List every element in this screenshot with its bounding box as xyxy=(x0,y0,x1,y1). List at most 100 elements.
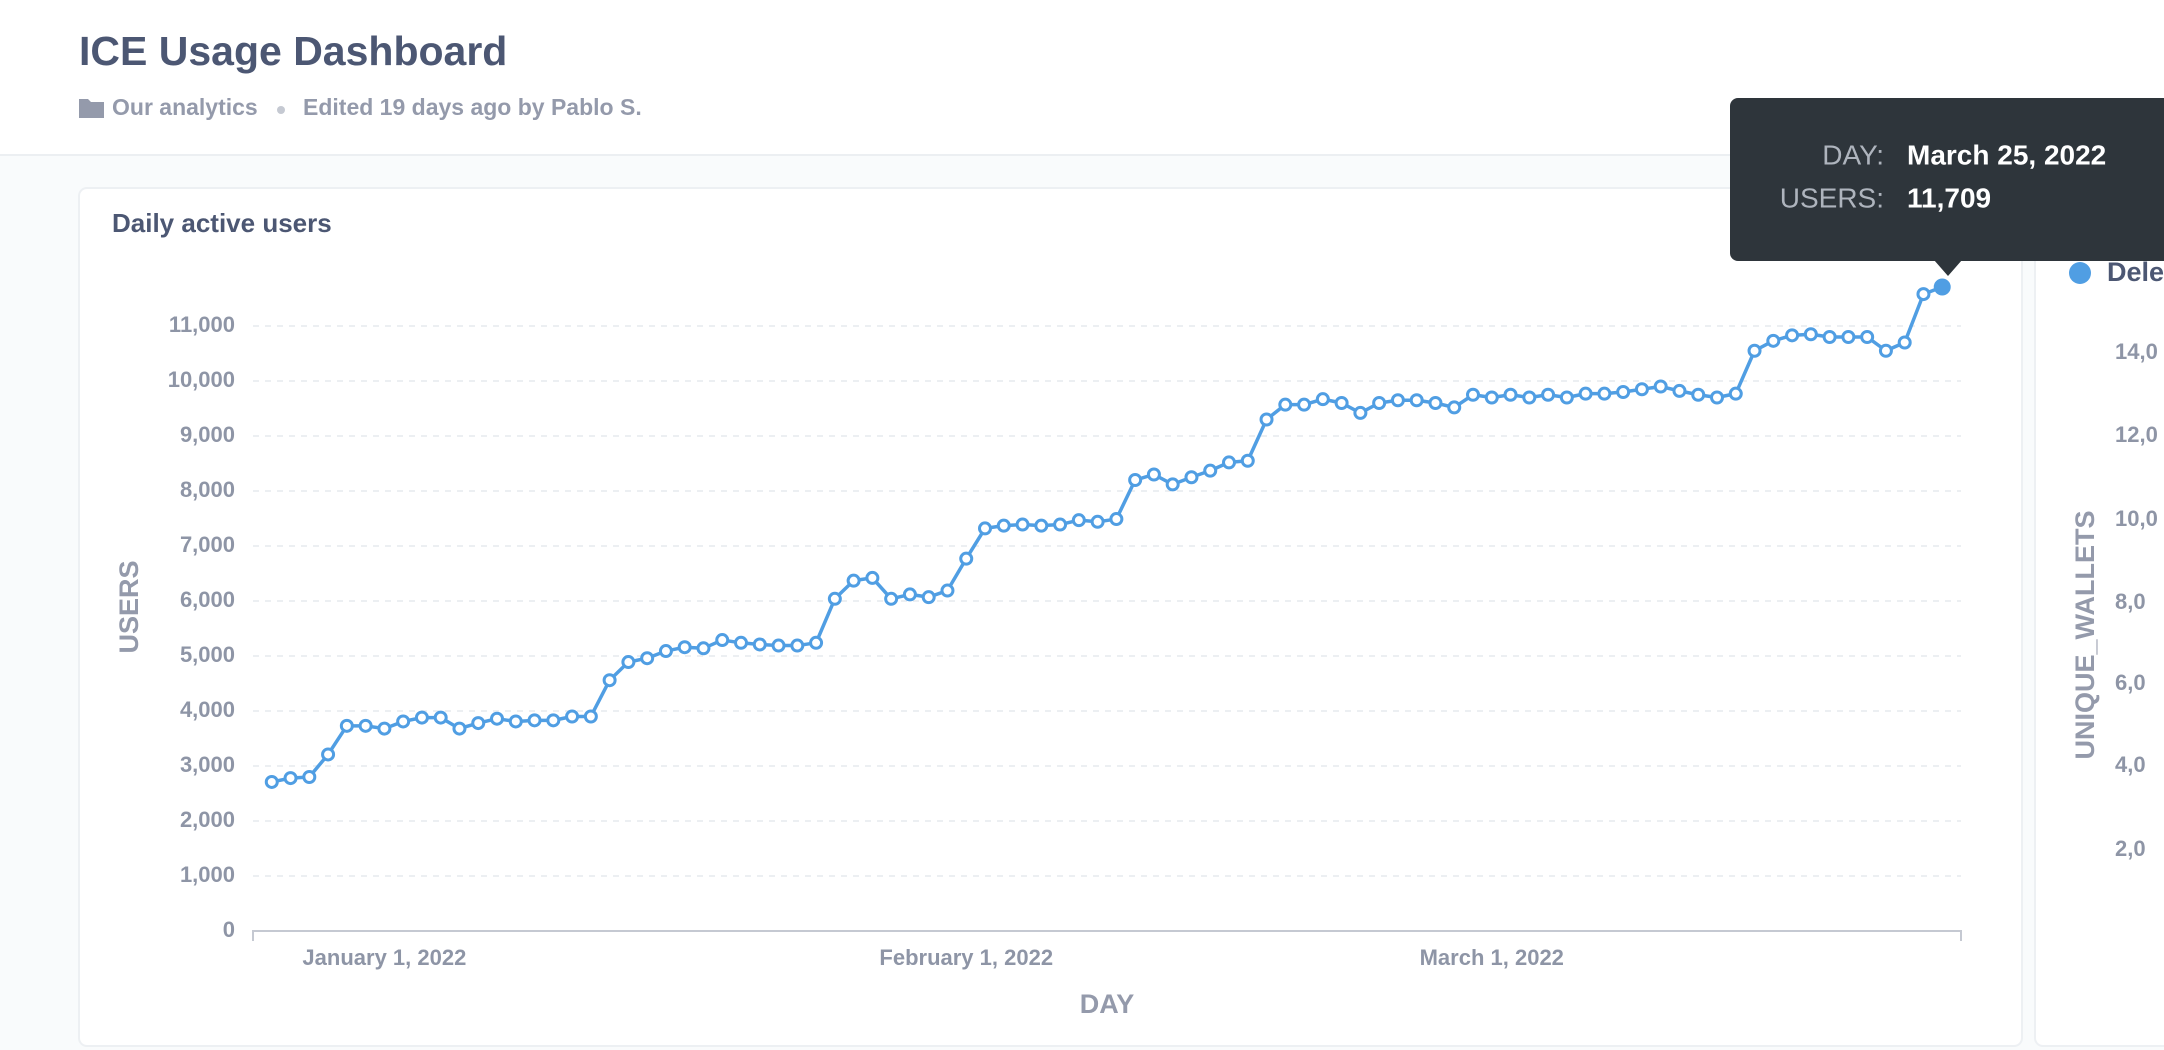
data-point xyxy=(1146,467,1161,482)
data-point xyxy=(809,635,824,650)
data-point xyxy=(546,713,561,728)
y-tick-label: 4,000 xyxy=(180,697,235,722)
y-tick-label: 6,000 xyxy=(180,587,235,612)
data-point xyxy=(1484,390,1499,405)
data-point xyxy=(264,774,279,789)
folder-icon xyxy=(79,99,104,118)
data-point xyxy=(1071,513,1086,528)
dashboard-title: ICE Usage Dashboard xyxy=(79,28,507,74)
x-axis-label: DAY xyxy=(1080,989,1135,1019)
data-point xyxy=(1409,393,1424,408)
data-point xyxy=(1766,333,1781,348)
side-tick-label: 6,0 xyxy=(2115,670,2146,695)
y-tick-label: 9,000 xyxy=(180,422,235,447)
data-point xyxy=(1222,455,1236,470)
y-tick-label: 10,000 xyxy=(168,367,235,392)
tooltip-key: USERS: xyxy=(1780,182,1884,213)
data-point xyxy=(1184,470,1199,485)
data-point xyxy=(433,710,448,725)
data-point xyxy=(1691,387,1706,402)
data-point xyxy=(1466,387,1480,402)
data-point xyxy=(1897,335,1912,350)
data-point xyxy=(339,718,354,733)
data-point xyxy=(921,590,936,605)
data-point xyxy=(1372,396,1387,410)
side-tick-label: 8,0 xyxy=(2115,589,2146,614)
data-point xyxy=(978,521,992,536)
data-point xyxy=(902,587,917,602)
y-tick-label: 11,000 xyxy=(169,312,235,337)
data-point xyxy=(696,641,711,656)
data-point xyxy=(1090,514,1105,529)
data-point xyxy=(1747,343,1762,358)
data-point xyxy=(302,770,317,784)
data-point xyxy=(1128,473,1143,487)
tooltip-value: March 25, 2022 xyxy=(1907,139,2106,170)
data-point xyxy=(640,651,655,666)
data-point xyxy=(771,638,786,653)
data-point xyxy=(1428,396,1443,410)
data-point xyxy=(827,591,842,606)
data-point xyxy=(1334,396,1349,410)
x-axis xyxy=(252,930,1962,941)
y-tick-label: 0 xyxy=(223,917,235,942)
data-point xyxy=(1933,278,1951,296)
card xyxy=(78,187,2023,1047)
data-point xyxy=(865,570,880,585)
data-point xyxy=(790,638,805,653)
data-point xyxy=(1916,287,1931,302)
y-tick-label: 1,000 xyxy=(180,862,235,887)
data-point xyxy=(1315,392,1330,407)
x-tick-label: February 1, 2022 xyxy=(879,945,1053,970)
data-point xyxy=(1878,343,1893,358)
data-point xyxy=(283,771,298,786)
data-point xyxy=(1616,385,1631,399)
data-point xyxy=(1728,386,1743,401)
separator xyxy=(277,106,285,114)
data-point xyxy=(1053,517,1068,532)
data-point xyxy=(1860,330,1875,344)
data-point xyxy=(583,709,598,724)
side-tick-label: 14,0 xyxy=(2115,339,2158,364)
data-point xyxy=(1240,453,1255,468)
data-point xyxy=(940,583,955,598)
side-tick-label: 12,0 xyxy=(2115,422,2158,447)
data-point xyxy=(1710,390,1724,405)
data-point xyxy=(377,721,392,736)
data-point xyxy=(1785,328,1800,343)
data-point xyxy=(677,640,692,655)
data-point xyxy=(1672,383,1687,398)
data-point xyxy=(396,714,411,729)
side-tick-label: 2,0 xyxy=(2115,836,2146,861)
tooltip-value: 11,709 xyxy=(1907,182,1991,213)
side-legend[interactable]: Dele xyxy=(2107,257,2164,287)
data-point xyxy=(621,655,636,670)
side-y-label: UNIQUE_WALLETS xyxy=(2070,510,2100,759)
data-point xyxy=(959,551,974,566)
card-title: Daily active users xyxy=(112,208,332,238)
tooltip-bg xyxy=(1730,98,2164,261)
data-point xyxy=(846,573,861,588)
data-point xyxy=(1447,400,1462,415)
data-point xyxy=(1278,397,1293,412)
data-point xyxy=(996,518,1011,533)
data-point xyxy=(1034,518,1049,533)
data-point xyxy=(715,633,730,648)
data-point xyxy=(565,709,580,724)
data-point xyxy=(752,637,767,652)
data-point xyxy=(884,591,899,606)
data-point xyxy=(508,714,523,729)
side-tick-label: 4,0 xyxy=(2115,752,2146,777)
data-point xyxy=(1259,412,1274,427)
y-tick-label: 2,000 xyxy=(180,807,235,832)
collection-link[interactable]: Our analytics xyxy=(112,94,258,120)
data-point xyxy=(1015,517,1030,532)
data-point xyxy=(527,713,542,728)
data-point xyxy=(1634,382,1649,397)
edited-info[interactable]: Edited 19 days ago by Pablo S. xyxy=(303,94,642,120)
side-tick-label: 10,0 xyxy=(2115,506,2158,531)
data-point xyxy=(1390,393,1405,408)
data-point xyxy=(1841,330,1856,344)
